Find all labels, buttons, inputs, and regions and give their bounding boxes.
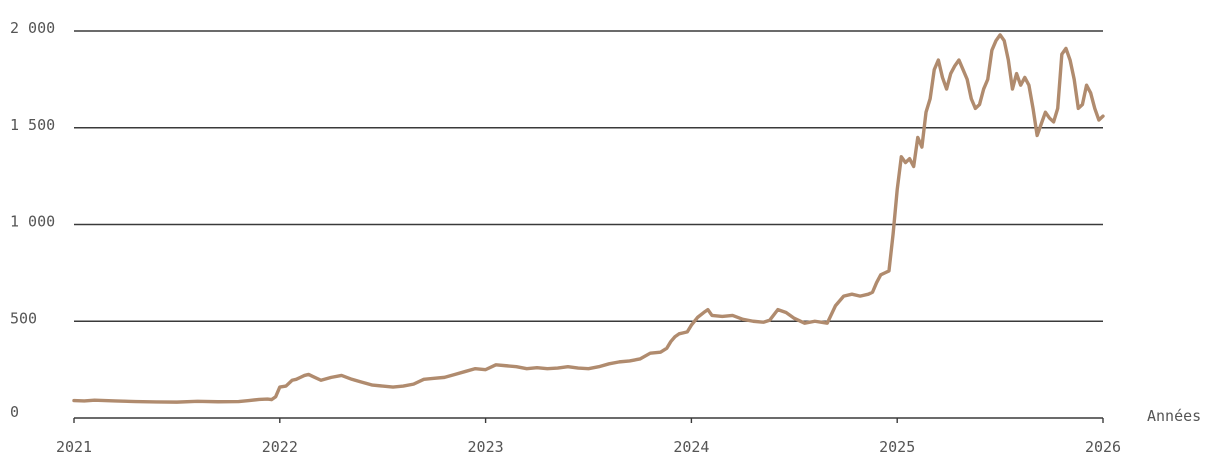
y-tick-label: 1 000	[10, 213, 55, 231]
x-tick-label: 2025	[879, 438, 915, 455]
x-tick-label: 2026	[1085, 438, 1121, 455]
series-layer	[72, 33, 1105, 404]
x-tick-label: 2024	[673, 438, 709, 455]
y-tick-label: 1 500	[10, 116, 55, 134]
x-tick-label: 2022	[262, 438, 298, 455]
x-axis-ticks: 2021 2022 2023 2024 2025 2026	[56, 418, 1121, 455]
y-tick-label: 0	[10, 403, 19, 421]
grid-lines	[74, 30, 1103, 419]
x-axis-title: Années	[1147, 407, 1201, 425]
y-tick-labels: 0 500 1 000 1 500 2 000	[10, 19, 55, 421]
y-tick-label: 500	[10, 309, 37, 327]
x-tick-label: 2023	[468, 438, 504, 455]
series-line	[72, 33, 1105, 404]
x-tick-label: 2021	[56, 438, 92, 455]
y-tick-label: 2 000	[10, 19, 55, 37]
